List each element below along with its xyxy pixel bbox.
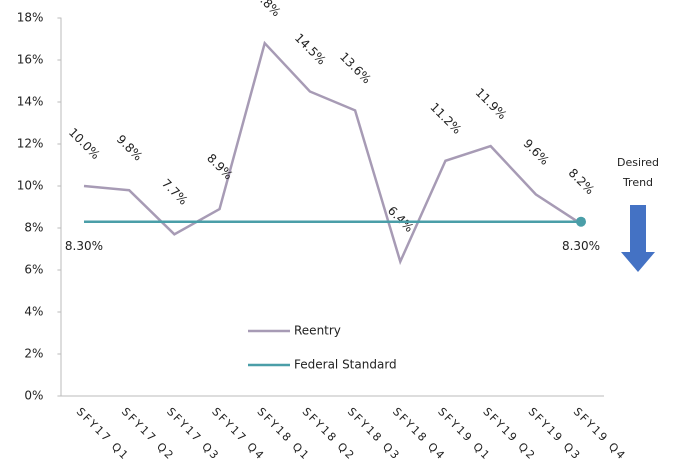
end-marker (576, 216, 587, 227)
y-tick-label: 12% (17, 137, 44, 151)
y-tick-label: 14% (17, 95, 44, 109)
legend-label: Federal Standard (294, 358, 397, 372)
y-tick-label: 8% (24, 221, 43, 235)
data-label: 8.30% (562, 239, 600, 253)
data-label: 10.0% (66, 125, 103, 162)
y-tick-label: 16% (17, 53, 44, 67)
data-label: 16.8% (247, 0, 284, 19)
y-tick-label: 6% (24, 263, 43, 277)
data-label: 9.8% (114, 132, 145, 163)
data-label: 7.7% (159, 176, 190, 207)
y-tick-label: 18% (17, 11, 44, 25)
data-label: 9.6% (520, 136, 551, 167)
data-label: 8.2% (566, 166, 597, 197)
y-tick-label: 2% (24, 347, 43, 361)
data-label: 14.5% (292, 31, 329, 68)
data-label: 11.9% (473, 85, 510, 122)
y-tick-label: 4% (24, 305, 43, 319)
data-label: 13.6% (337, 50, 374, 87)
data-label: 8.30% (65, 239, 103, 253)
y-tick-label: 10% (17, 179, 44, 193)
y-tick-label: 0% (24, 389, 43, 403)
trend-arrow (621, 205, 655, 272)
series-line (83, 40, 582, 266)
data-label: 8.9% (204, 151, 235, 182)
legend-label: Reentry (294, 324, 341, 338)
annotation: Trend (622, 176, 653, 189)
annotation: Desired (617, 156, 659, 169)
data-label: 11.2% (427, 100, 464, 137)
